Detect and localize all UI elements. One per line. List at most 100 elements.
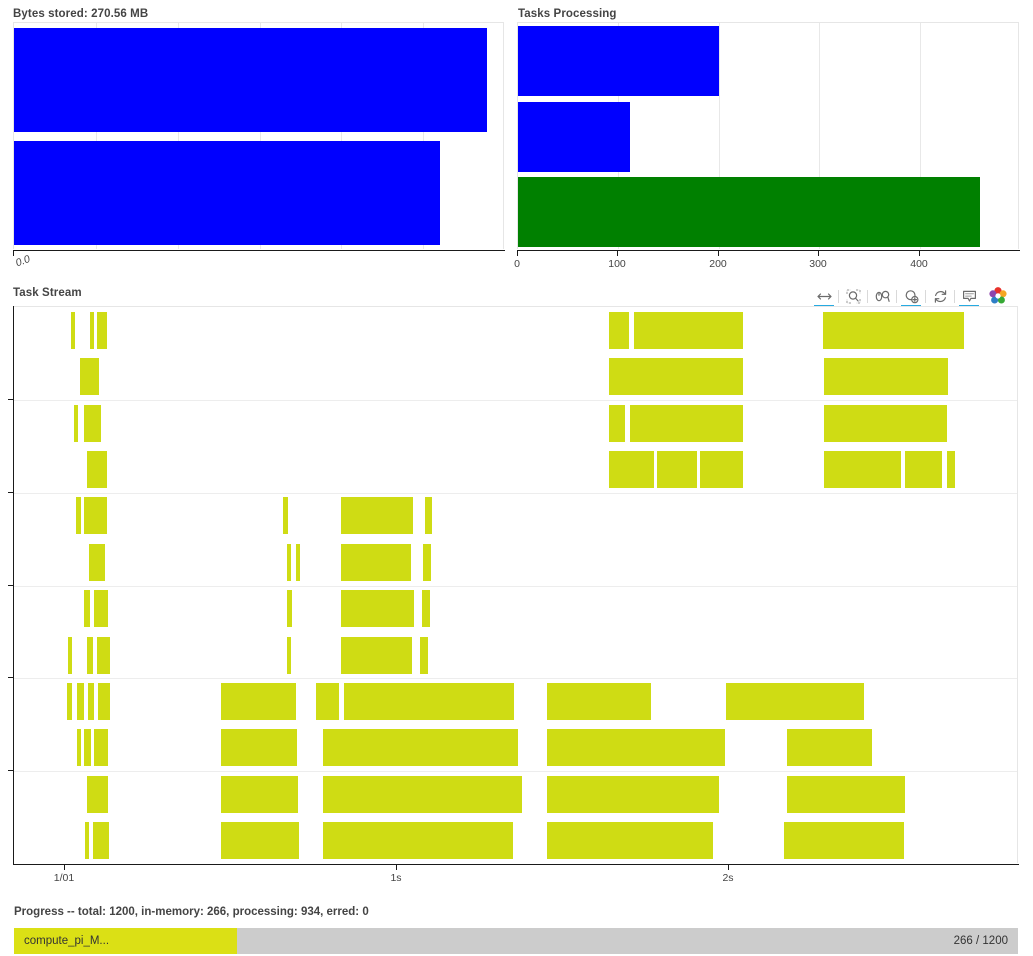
task-rectangle[interactable] <box>84 404 102 442</box>
task-rectangle[interactable] <box>425 497 432 535</box>
task-rectangle[interactable] <box>420 636 428 674</box>
task-rectangle[interactable] <box>422 590 430 628</box>
task-rectangle[interactable] <box>87 636 94 674</box>
task-rectangle[interactable] <box>287 590 293 628</box>
progress-bar-count: 266 / 1200 <box>953 935 1008 947</box>
task-rectangle[interactable] <box>80 358 100 396</box>
task-rectangle[interactable] <box>88 683 95 721</box>
tasks-processing-plot[interactable] <box>517 22 1019 249</box>
task-rectangle[interactable] <box>221 729 298 767</box>
bokeh-logo[interactable] <box>982 285 1008 307</box>
task-rectangle[interactable] <box>87 775 109 813</box>
task-rectangle[interactable] <box>609 311 630 349</box>
task-rectangle[interactable] <box>93 822 110 860</box>
task-rectangle[interactable] <box>84 729 92 767</box>
task-rectangle[interactable] <box>87 450 108 488</box>
task-rectangle[interactable] <box>824 358 948 396</box>
task-rectangle[interactable] <box>97 311 108 349</box>
task-rectangle[interactable] <box>71 311 76 349</box>
zoom-in-tool[interactable] <box>898 285 924 307</box>
task-rectangle[interactable] <box>546 822 714 860</box>
hover-tool[interactable] <box>956 285 982 307</box>
tasks-bar[interactable] <box>518 102 630 172</box>
task-rectangle[interactable] <box>76 497 82 535</box>
task-rectangle[interactable] <box>340 497 413 535</box>
progress-bar-fill <box>14 928 237 954</box>
task-rectangle[interactable] <box>546 775 720 813</box>
task-rectangle[interactable] <box>77 729 82 767</box>
task-rectangle[interactable] <box>287 543 292 581</box>
task-rectangle[interactable] <box>700 450 743 488</box>
axis-tick <box>8 770 13 771</box>
tasks-processing-title: Tasks Processing <box>518 8 617 20</box>
task-stream-title: Task Stream <box>13 287 82 299</box>
task-rectangle[interactable] <box>823 311 964 349</box>
axis-tick-label: 300 <box>809 258 827 270</box>
task-rectangle[interactable] <box>786 775 906 813</box>
task-rectangle[interactable] <box>322 729 518 767</box>
task-rectangle[interactable] <box>221 683 297 721</box>
task-rectangle[interactable] <box>287 636 292 674</box>
task-rectangle[interactable] <box>423 543 431 581</box>
task-rectangle[interactable] <box>609 450 655 488</box>
task-rectangle[interactable] <box>84 497 108 535</box>
axis-tick <box>8 585 13 586</box>
task-rectangle[interactable] <box>322 775 522 813</box>
task-rectangle[interactable] <box>609 404 626 442</box>
task-rectangle[interactable] <box>630 404 743 442</box>
task-rectangle[interactable] <box>221 775 299 813</box>
task-stream-y-axis-line <box>13 306 14 864</box>
axis-tick-label: 0 <box>514 258 520 270</box>
task-rectangle[interactable] <box>322 822 514 860</box>
task-rectangle[interactable] <box>340 636 412 674</box>
task-rectangle[interactable] <box>340 590 414 628</box>
bytes-stored-plot[interactable] <box>13 22 504 249</box>
task-rectangle[interactable] <box>68 636 73 674</box>
progress-bar[interactable]: compute_pi_M... 266 / 1200 <box>14 928 1018 954</box>
axis-tick <box>718 251 719 256</box>
task-rectangle[interactable] <box>340 543 411 581</box>
task-rectangle[interactable] <box>725 683 865 721</box>
task-rectangle[interactable] <box>609 358 743 396</box>
task-rectangle[interactable] <box>783 822 905 860</box>
task-rectangle[interactable] <box>546 683 652 721</box>
bytes-bar[interactable] <box>14 28 487 132</box>
gridline <box>14 678 1017 679</box>
task-rectangle[interactable] <box>824 450 902 488</box>
task-rectangle[interactable] <box>98 683 111 721</box>
reset-tool[interactable] <box>927 285 953 307</box>
task-rectangle[interactable] <box>786 729 873 767</box>
task-rectangle[interactable] <box>97 636 111 674</box>
task-rectangle[interactable] <box>283 497 289 535</box>
task-rectangle[interactable] <box>94 590 109 628</box>
pan-tool[interactable] <box>811 285 837 307</box>
task-rectangle[interactable] <box>77 683 85 721</box>
task-rectangle[interactable] <box>824 404 947 442</box>
task-stream-plot[interactable] <box>13 306 1018 863</box>
task-rectangle[interactable] <box>89 543 106 581</box>
gridline <box>14 771 1017 772</box>
wheel-zoom-tool[interactable] <box>869 285 895 307</box>
task-rectangle[interactable] <box>946 450 955 488</box>
box-zoom-tool[interactable] <box>840 285 866 307</box>
task-rectangle[interactable] <box>67 683 73 721</box>
task-rectangle[interactable] <box>546 729 726 767</box>
task-rectangle[interactable] <box>296 543 301 581</box>
axis-tick <box>617 251 618 256</box>
task-rectangle[interactable] <box>85 822 90 860</box>
tasks-bar[interactable] <box>518 177 980 247</box>
task-rectangle[interactable] <box>343 683 515 721</box>
task-rectangle[interactable] <box>315 683 339 721</box>
task-rectangle[interactable] <box>905 450 942 488</box>
task-rectangle[interactable] <box>84 590 91 628</box>
task-rectangle[interactable] <box>90 311 95 349</box>
task-rectangle[interactable] <box>74 404 79 442</box>
bytes-bar[interactable] <box>14 141 440 245</box>
gridline <box>260 23 261 249</box>
task-rectangle[interactable] <box>657 450 698 488</box>
task-rectangle[interactable] <box>221 822 300 860</box>
tasks-bar[interactable] <box>518 26 719 96</box>
task-rectangle[interactable] <box>94 729 109 767</box>
bytes-stored-title: Bytes stored: 270.56 MB <box>13 8 149 20</box>
task-rectangle[interactable] <box>634 311 743 349</box>
